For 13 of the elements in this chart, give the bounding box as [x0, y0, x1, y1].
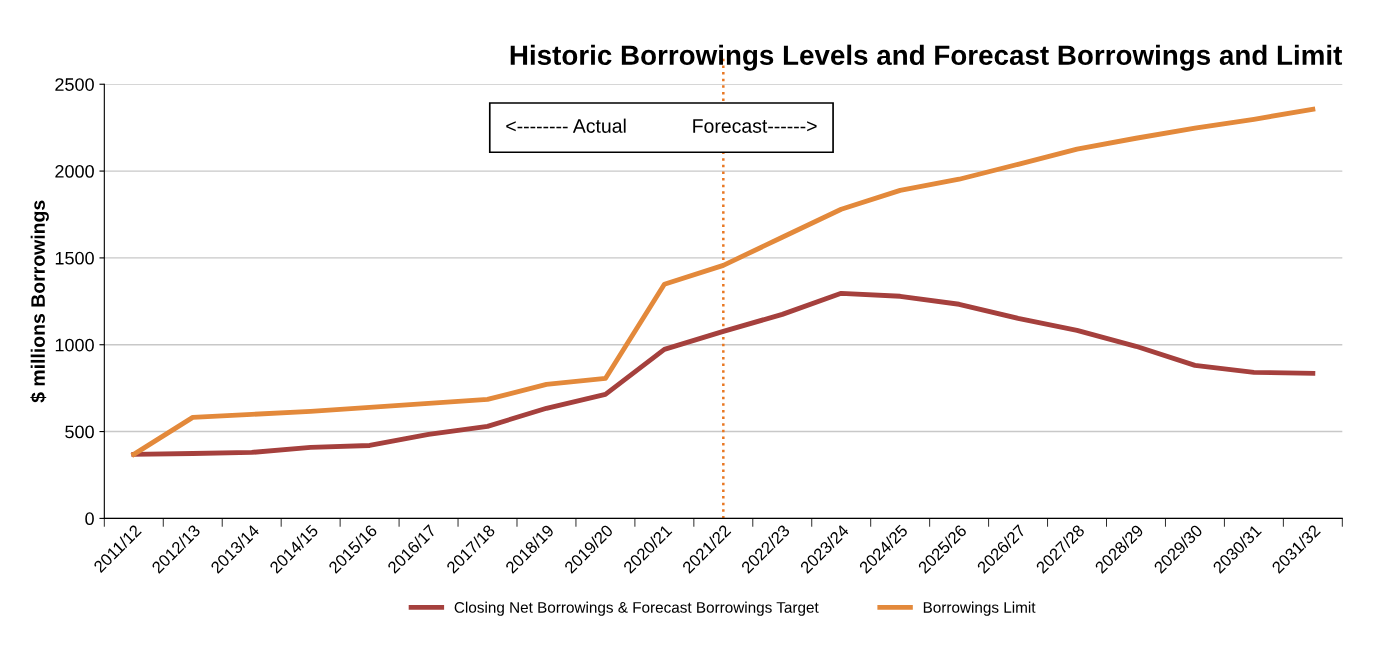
- y-axis-title: $ millions Borrowings: [30, 200, 49, 403]
- y-tick-label: 0: [85, 512, 94, 526]
- annotation: <-------- Actual Forecast------>: [506, 118, 817, 133]
- legend-label: Borrowings Limit: [923, 601, 1036, 616]
- legend-label: Closing Net Borrowings & Forecast Borrowings Target: [454, 601, 819, 616]
- chart-title: Historic Borrowings Levels and Forecast Borrowings and Limit: [510, 44, 1343, 71]
- y-tick-label: 500: [65, 425, 94, 439]
- y-tick-label: 2000: [55, 165, 94, 178]
- y-tick-label: 2500: [55, 78, 94, 91]
- line-series: [131, 106, 1316, 457]
- line-series: [131, 290, 1316, 457]
- y-tick-label: 1500: [55, 251, 94, 265]
- y-tick-label: 1000: [55, 338, 94, 352]
